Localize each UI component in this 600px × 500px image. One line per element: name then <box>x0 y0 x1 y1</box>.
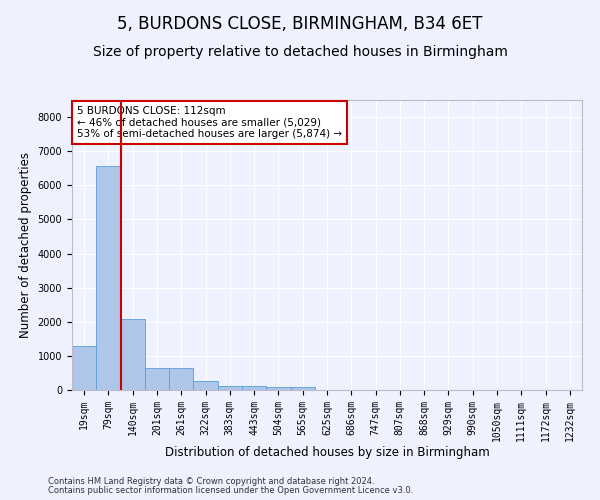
Bar <box>242 386 266 390</box>
Text: 5, BURDONS CLOSE, BIRMINGHAM, B34 6ET: 5, BURDONS CLOSE, BIRMINGHAM, B34 6ET <box>118 15 482 33</box>
Text: Contains public sector information licensed under the Open Government Licence v3: Contains public sector information licen… <box>48 486 413 495</box>
Text: Size of property relative to detached houses in Birmingham: Size of property relative to detached ho… <box>92 45 508 59</box>
Bar <box>266 386 290 390</box>
Bar <box>290 386 315 390</box>
Bar <box>121 319 145 390</box>
Bar <box>169 368 193 390</box>
Bar <box>218 386 242 390</box>
Y-axis label: Number of detached properties: Number of detached properties <box>19 152 32 338</box>
Text: Contains HM Land Registry data © Crown copyright and database right 2024.: Contains HM Land Registry data © Crown c… <box>48 477 374 486</box>
Bar <box>145 368 169 390</box>
Bar <box>96 166 121 390</box>
Bar <box>72 346 96 390</box>
Bar <box>193 382 218 390</box>
X-axis label: Distribution of detached houses by size in Birmingham: Distribution of detached houses by size … <box>164 446 490 460</box>
Text: 5 BURDONS CLOSE: 112sqm
← 46% of detached houses are smaller (5,029)
53% of semi: 5 BURDONS CLOSE: 112sqm ← 46% of detache… <box>77 106 342 139</box>
